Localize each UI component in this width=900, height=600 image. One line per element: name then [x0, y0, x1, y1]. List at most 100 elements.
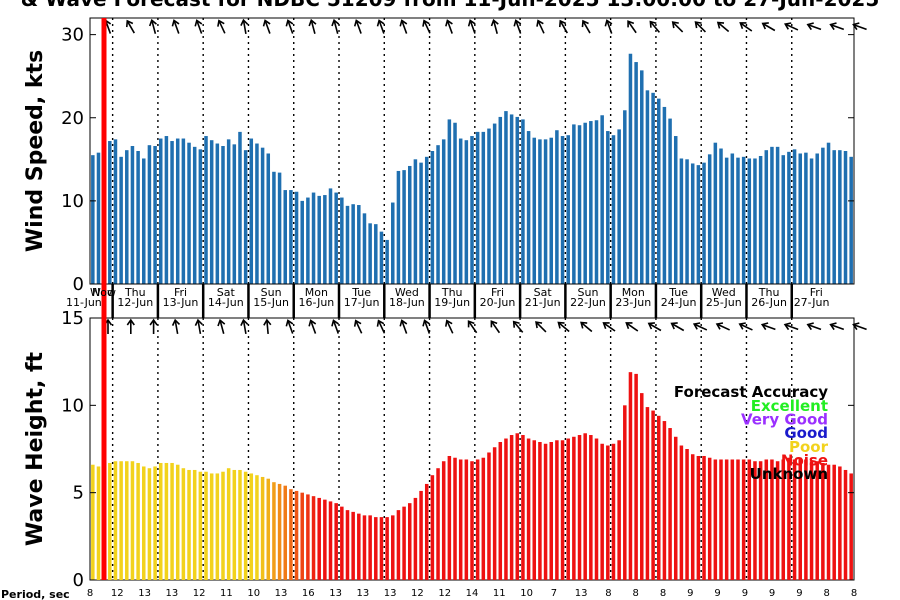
y-tick-label: 30 [61, 25, 84, 46]
wave-bar [147, 468, 152, 580]
wind-bar [741, 156, 746, 284]
wind-bar [543, 139, 548, 284]
wave-bar [572, 436, 576, 580]
wave-y-ticks: 0 5 10 15 [61, 308, 854, 591]
y-tick-label: 0 [73, 570, 84, 591]
wind-bar [130, 146, 135, 284]
wave-bar [747, 459, 752, 580]
wave-bar [142, 466, 146, 580]
wave-bar [204, 471, 208, 580]
wave-panel: 0 5 10 15 Wave Height, ft [23, 308, 867, 591]
wind-bar [142, 158, 146, 284]
date-label: 21-Jun [525, 296, 561, 309]
wind-bar [657, 98, 661, 284]
wind-bar [753, 158, 757, 284]
wind-bar [215, 143, 220, 284]
wind-bar [407, 165, 412, 284]
wind-bar [651, 92, 655, 284]
wave-bar [108, 462, 112, 580]
wind-y-ticks: 0 10 20 30 [61, 25, 854, 295]
direction-arrow [171, 318, 181, 335]
day-of-week-label: Fri [491, 286, 504, 299]
wave-bar [685, 449, 689, 580]
wave-bar [221, 471, 225, 580]
date-label: 17-Jun [344, 296, 380, 309]
legend-item: Very Good [741, 411, 828, 429]
direction-arrow [692, 322, 708, 331]
wind-panel: 0 10 20 30 Wind Speed, kts [23, 17, 867, 295]
day-of-week-label: Wed [712, 286, 736, 299]
direction-arrow [194, 19, 203, 34]
wave-bar [323, 499, 327, 580]
wind-bar [453, 122, 457, 285]
wind-bar [374, 224, 378, 284]
direction-arrow [125, 19, 135, 34]
wave-bar [498, 442, 503, 580]
period-value: 8 [605, 588, 611, 599]
wave-bar [413, 497, 418, 580]
wave-bar [617, 440, 621, 580]
wind-bar [538, 139, 542, 284]
wave-bar [764, 459, 769, 580]
direction-arrow [444, 319, 454, 334]
wave-bar [600, 443, 604, 580]
period-value: 13 [329, 588, 342, 599]
y-tick-label: 10 [61, 191, 84, 212]
wave-bar [125, 461, 129, 580]
wave-bar [192, 469, 197, 580]
wave-bar [289, 489, 293, 580]
wind-bar [781, 155, 786, 284]
wave-bar [838, 466, 842, 580]
wave-bar [374, 517, 378, 580]
wind-bar [572, 124, 576, 285]
period-value: 12 [111, 588, 124, 599]
period-value: 11 [493, 588, 506, 599]
wave-bar [713, 459, 718, 580]
direction-arrow [739, 22, 753, 32]
wave-bar [730, 459, 735, 580]
wind-bar [821, 147, 825, 284]
wind-bar [481, 131, 486, 284]
wind-bar [532, 137, 537, 284]
wave-bar [249, 473, 254, 580]
day-of-week-label: Fri [174, 286, 187, 299]
wind-bar [283, 190, 287, 284]
wind-bar [594, 120, 599, 285]
wave-bar [311, 496, 316, 580]
direction-arrow [171, 19, 180, 34]
wind-bar [555, 130, 559, 284]
wave-bar [741, 459, 746, 580]
wave-bar [453, 457, 457, 580]
period-value: 8 [633, 588, 639, 599]
wave-bar [243, 471, 248, 580]
day-of-week-label: Tue [351, 286, 371, 299]
wave-bar [521, 435, 525, 580]
wind-bar [504, 111, 508, 284]
wind-bar [441, 139, 446, 284]
wave-bar [91, 464, 95, 580]
wave-bar [175, 464, 180, 580]
wind-bar [91, 155, 95, 284]
wave-bar [679, 445, 684, 580]
wind-bar [611, 135, 616, 284]
wave-bar [696, 455, 701, 580]
wave-bar [634, 373, 638, 580]
wind-bar [713, 142, 718, 284]
wind-bar [770, 146, 774, 284]
period-value: 9 [714, 588, 720, 599]
wave-bar [787, 457, 791, 580]
wave-bar [798, 457, 802, 580]
period-value: 8 [660, 588, 666, 599]
direction-arrow [760, 322, 776, 331]
wind-bar [521, 119, 525, 284]
wind-bar [424, 156, 429, 284]
wind-bar [430, 151, 435, 284]
wave-bar [238, 469, 242, 580]
wind-bar [662, 106, 667, 284]
wave-bar [702, 455, 706, 580]
period-value: 7 [551, 588, 557, 599]
day-label-strip: Wed11-JunThu12-JunFri13-JunSat14-JunSun1… [66, 283, 854, 319]
direction-arrow [627, 20, 637, 34]
day-of-week-label: Fri [810, 286, 823, 299]
wave-bar [345, 510, 350, 580]
